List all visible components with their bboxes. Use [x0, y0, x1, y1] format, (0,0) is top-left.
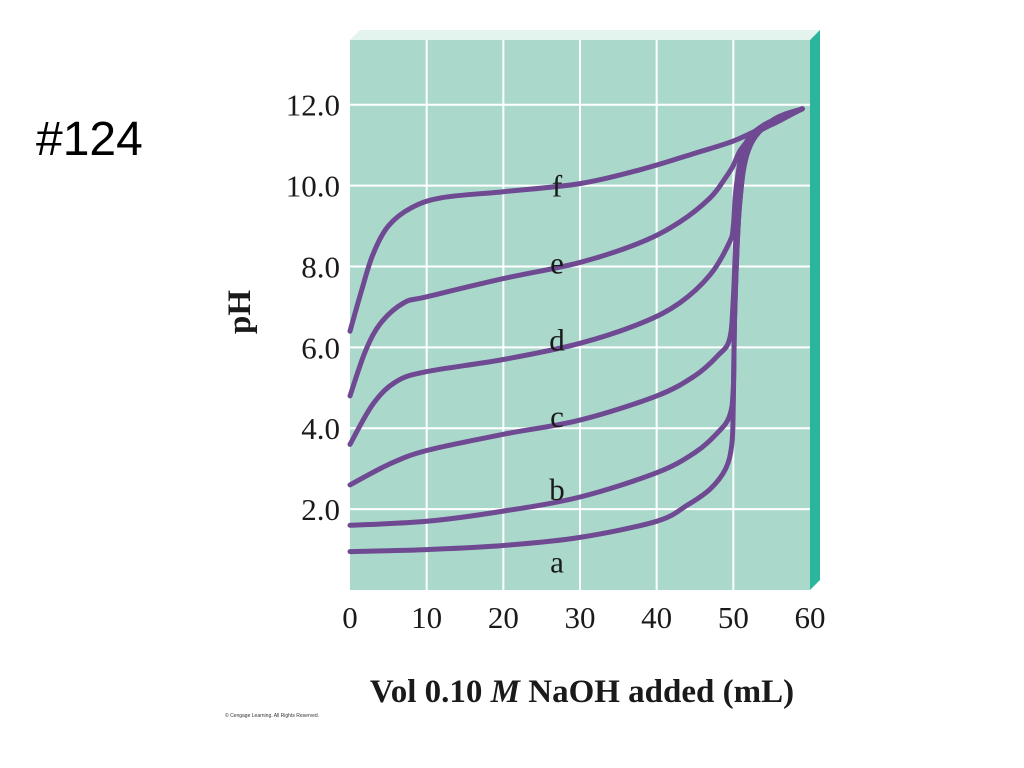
x-axis-title: Vol 0.10 M NaOH added (mL) — [370, 674, 794, 710]
x-tick-label-0: 0 — [342, 600, 358, 635]
x-axis-title-part-2: NaOH added (mL) — [520, 674, 794, 710]
series-layer — [347, 106, 805, 555]
x-tick-label-4: 40 — [641, 600, 672, 635]
y-axis-title: pH — [222, 290, 258, 334]
copyright-notice: © Cengage Learning. All Rights Reserved. — [225, 712, 319, 719]
x-tick-label-2: 20 — [488, 600, 519, 635]
curve-label-b: b — [549, 472, 565, 507]
curve-labels: a b c d e f — [549, 169, 565, 580]
curve-label-e: e — [550, 245, 564, 280]
curve-label-d: d — [549, 322, 565, 357]
y-tick-label-3: 8.0 — [301, 249, 340, 284]
x-tick-label-5: 50 — [718, 600, 749, 635]
x-axis-title-part-1: Vol 0.10 — [370, 674, 491, 710]
x-tick-label-1: 10 — [411, 600, 442, 635]
plot-top-face — [350, 30, 820, 40]
y-tick-labels: 2.0 4.0 6.0 8.0 10.0 12.0 — [286, 88, 340, 527]
y-tick-label-0: 2.0 — [301, 492, 340, 527]
plot-side-face — [810, 30, 820, 590]
curve-label-f: f — [552, 169, 563, 204]
slide-number: #124 — [36, 113, 143, 166]
x-tick-labels: 0 10 20 30 40 50 60 — [342, 600, 825, 635]
series-line-d — [347, 106, 805, 447]
series-line-c — [347, 106, 805, 488]
curve-label-a: a — [550, 545, 564, 580]
y-tick-label-2: 6.0 — [301, 330, 340, 365]
x-tick-label-3: 30 — [565, 600, 596, 635]
y-tick-label-1: 4.0 — [301, 411, 340, 446]
y-tick-label-4: 10.0 — [286, 169, 340, 204]
x-tick-label-6: 60 — [795, 600, 826, 635]
x-axis-title-italic: M — [490, 674, 522, 710]
curve-label-c: c — [550, 399, 564, 434]
y-tick-label-5: 12.0 — [286, 88, 340, 123]
series-line-e — [347, 106, 805, 399]
series-line-f — [347, 106, 805, 334]
